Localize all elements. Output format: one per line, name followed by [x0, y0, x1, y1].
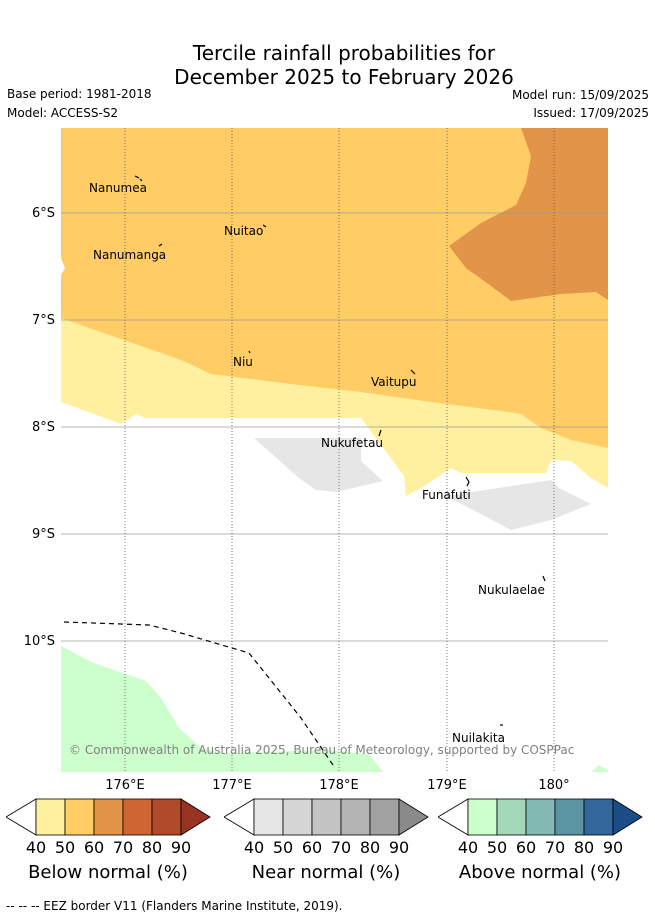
island-funafuti: [465, 476, 470, 487]
colorbar-segment: [496, 798, 527, 836]
lon-label-177e: 177°E: [212, 778, 252, 793]
model-name: Model: ACCESS-S2: [7, 106, 119, 120]
map-title: Tercile rainfall probabilities for Decem…: [0, 41, 655, 89]
lon-label-179e: 179°E: [427, 778, 467, 793]
colorbar-tick-label: 70: [113, 838, 133, 857]
islands: [134, 175, 546, 726]
colorbar-segment: [253, 798, 284, 836]
colorbar-tick-label: 60: [302, 838, 322, 857]
island-vaitupu: [410, 369, 416, 375]
legend-title-above-normal: Above normal (%): [458, 862, 622, 883]
colorbar-above-normal: 40 50 60 70 80 90: [438, 798, 643, 857]
place-label-vaitupu: Vaitupu: [371, 375, 417, 389]
eez-border: [63, 621, 336, 769]
colorbar-segment: [554, 798, 585, 836]
above-normal-40-50-region: [61, 646, 383, 772]
below-normal-50-60-region: [61, 128, 608, 448]
lon-label-178e: 178°E: [319, 778, 359, 793]
colorbar-tick-label: 80: [142, 838, 162, 857]
legend-title-below-normal: Below normal (%): [28, 862, 188, 883]
issued-date: Issued: 17/09/2025: [533, 106, 649, 120]
island-nanumea: [134, 175, 143, 182]
lat-label-9s: 9°S: [31, 527, 55, 542]
colorbar-segment: [122, 798, 153, 836]
lon-grid: [124, 128, 555, 772]
colorbar-segment: [467, 798, 498, 836]
colorbar-extend-low: [6, 798, 37, 836]
colorbar-below-normal: 40 50 60 70 80 90: [6, 798, 211, 857]
above-normal-40-50-region-2: [591, 765, 608, 772]
colorbar-tick-label: 50: [487, 838, 507, 857]
colorbar-tick-label: 50: [55, 838, 75, 857]
colorbar-segment: [35, 798, 66, 836]
lat-label-10s: 10°S: [23, 634, 55, 649]
near-normal-40-50-region-2: [446, 480, 591, 530]
colorbar-tick-label: 80: [574, 838, 594, 857]
island-nukulaelae: [542, 575, 546, 582]
colorbar-tick-label: 60: [516, 838, 536, 857]
colorbar-tick-label: 60: [84, 838, 104, 857]
lon-label-180: 180°: [538, 778, 570, 793]
place-label-nukufetau: Nukufetau: [321, 436, 383, 450]
colorbar-tick-label: 40: [458, 838, 478, 857]
base-period: Base period: 1981-2018: [7, 87, 152, 101]
colorbar-tick-label: 40: [26, 838, 46, 857]
colorbar-segment: [340, 798, 371, 836]
colorbar-tick-label: 70: [545, 838, 565, 857]
colorbar-tick-label: 70: [331, 838, 351, 857]
colorbar-segment: [151, 798, 182, 836]
colorbar-extend-low: [438, 798, 469, 836]
model-run: Model run: 15/09/2025: [511, 88, 649, 102]
island-nuitao: [262, 224, 267, 228]
island-niu: [248, 350, 251, 354]
lat-grid: [61, 212, 608, 642]
place-label-nanumea: Nanumea: [89, 181, 147, 195]
colorbar-extend-high: [398, 798, 429, 836]
colorbar-near-normal: 40 50 60 70 80 90: [224, 798, 429, 857]
place-label-funafuti: Funafuti: [422, 488, 471, 502]
colorbar-extend-high: [612, 798, 643, 836]
probability-map: Nanumea Nuitao Nanumanga Niu Vaitupu Nuk…: [61, 128, 608, 772]
legend-title-near-normal: Near normal (%): [251, 862, 401, 883]
lat-label-7s: 7°S: [31, 313, 55, 328]
colorbar-segment: [525, 798, 556, 836]
colorbar-segment: [311, 798, 342, 836]
colorbar-segment: [369, 798, 400, 836]
eez-footnote: -- -- -- EEZ border V11 (Flanders Marine…: [6, 899, 343, 913]
colorbar-tick-label: 90: [389, 838, 409, 857]
colorbar-extend-low: [224, 798, 255, 836]
colorbar-tick-label: 80: [360, 838, 380, 857]
colorbar-tick-label: 90: [603, 838, 623, 857]
lon-label-176e: 176°E: [105, 778, 145, 793]
colorbar-segment: [282, 798, 313, 836]
colorbar-tick-label: 40: [244, 838, 264, 857]
place-label-nanumanga: Nanumanga: [93, 248, 166, 262]
place-label-nukulaelae: Nukulaelae: [478, 583, 545, 597]
island-nanumanga: [158, 243, 163, 247]
near-normal-40-50-region-1: [254, 438, 383, 492]
colorbar-extend-high: [180, 798, 211, 836]
title-line-2: December 2025 to February 2026: [174, 65, 514, 89]
lat-label-6s: 6°S: [31, 206, 55, 221]
colorbar-segment: [64, 798, 95, 836]
place-label-nuilakita: Nuilakita: [452, 731, 505, 745]
title-line-1: Tercile rainfall probabilities for: [192, 41, 496, 65]
lat-label-8s: 8°S: [31, 420, 55, 435]
place-label-nuitao: Nuitao: [224, 224, 263, 238]
island-nukufetau: [378, 429, 382, 437]
colorbar-tick-label: 50: [273, 838, 293, 857]
place-label-niu: Niu: [233, 355, 253, 369]
colorbar-tick-label: 90: [171, 838, 191, 857]
colorbar-segment: [93, 798, 124, 836]
copyright-notice: © Commonwealth of Australia 2025, Bureau…: [69, 743, 574, 757]
below-normal-60-70-region: [449, 128, 608, 301]
colorbar-segment: [583, 798, 614, 836]
